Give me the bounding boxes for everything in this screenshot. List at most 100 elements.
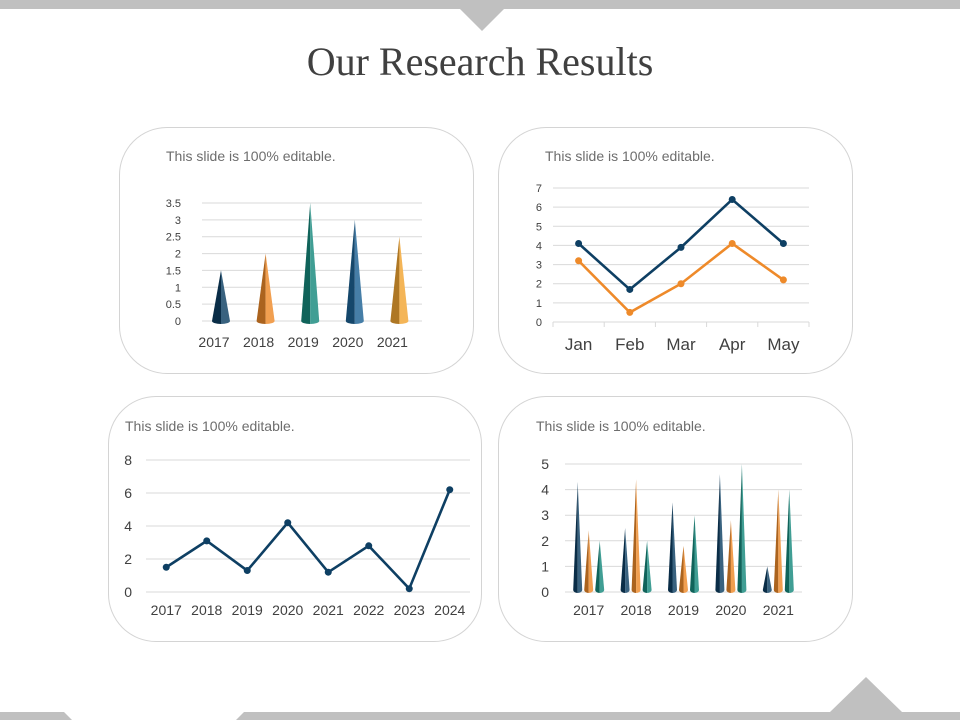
cone-bar: [256, 253, 275, 324]
y-tick-label: 4: [541, 482, 549, 498]
y-tick-label: 0: [124, 584, 132, 600]
x-tick-label: May: [767, 335, 800, 354]
line-chart-yearly: 0 2 4 6 8 2017 2018 2019 2020 2021 2022 2023 2024: [124, 452, 470, 618]
panel-note-4: This slide is 100% editable.: [536, 418, 706, 434]
data-point: [405, 585, 413, 593]
decorative-top-bar: [0, 0, 960, 31]
x-tick-label: 2019: [288, 334, 319, 350]
data-point: [728, 240, 736, 248]
cone-bar: [212, 270, 230, 324]
cone-bar: [573, 481, 583, 593]
x-tick-label: 2017: [198, 334, 229, 350]
data-point: [677, 243, 685, 251]
y-tick-label: 8: [124, 452, 132, 468]
chart-panel-1: [119, 127, 474, 374]
x-tick-label: 2021: [763, 602, 794, 618]
y-tick-label: 2.5: [166, 232, 181, 244]
data-point: [779, 276, 787, 284]
y-tick-label: 6: [124, 485, 132, 501]
panel-note-3: This slide is 100% editable.: [125, 418, 295, 434]
data-point: [284, 519, 292, 527]
y-tick-label: 3.5: [166, 198, 181, 210]
cone-bar: [620, 528, 630, 593]
x-tick-label: 2020: [332, 334, 363, 350]
line-chart-monthly: 0 1 2 3 4 5 6 7 Jan Feb Mar Apr May: [536, 183, 810, 354]
page-title: Our Research Results: [306, 39, 654, 84]
y-tick-label: 2: [124, 551, 132, 567]
x-tick-label: Mar: [666, 335, 696, 354]
y-tick-label: 3: [175, 215, 181, 227]
data-point: [203, 537, 211, 545]
cone-bar: [737, 464, 747, 593]
x-tick-label: 2018: [191, 602, 222, 618]
y-tick-label: 4: [124, 518, 132, 534]
chart-panel-4: [498, 396, 853, 642]
y-tick-label: 7: [536, 183, 542, 195]
x-tick-label: 2017: [573, 602, 604, 618]
y-tick-label: 1.5: [166, 265, 181, 277]
chart-panel-3: [108, 396, 482, 642]
x-tick-label: Apr: [719, 335, 746, 354]
y-tick-label: 0: [541, 584, 549, 600]
panel-note-1: This slide is 100% editable.: [166, 148, 336, 164]
data-point: [779, 240, 787, 248]
data-point: [575, 240, 583, 248]
data-point: [626, 308, 634, 316]
x-tick-label: 2019: [232, 602, 263, 618]
cone-bar: [345, 219, 364, 324]
x-tick-label: 2022: [353, 602, 384, 618]
y-tick-label: 2: [536, 279, 542, 291]
x-tick-label: 2018: [243, 334, 274, 350]
data-point: [446, 486, 454, 494]
series-line: [165, 489, 451, 592]
panel-note-2: This slide is 100% editable.: [545, 148, 715, 164]
data-point: [324, 568, 332, 576]
decorative-bottom-bar: [0, 677, 960, 720]
y-tick-label: 1: [541, 558, 549, 574]
cone-bar: [642, 540, 652, 593]
y-tick-label: 3: [541, 507, 549, 523]
x-tick-label: 2020: [272, 602, 303, 618]
y-tick-label: 1: [175, 282, 181, 294]
y-tick-label: 0: [175, 316, 181, 328]
x-tick-label: Feb: [615, 335, 644, 354]
cone-bar: [715, 474, 725, 593]
y-tick-label: 5: [536, 221, 542, 233]
x-tick-label: 2019: [668, 602, 699, 618]
data-point: [728, 195, 736, 203]
cone-bar: [301, 203, 320, 324]
cone-bar: [784, 489, 794, 593]
cone-bar: [679, 545, 688, 593]
y-tick-label: 6: [536, 202, 542, 214]
cone-bar: [390, 236, 409, 324]
y-tick-label: 0.5: [166, 299, 181, 311]
x-tick-label: Jan: [565, 335, 592, 354]
cone-bar-chart-1: 0 0.5 1 1.5 2 2.5 3 3.5 2017 2018 2019 2020 2021: [166, 198, 422, 350]
x-tick-label: 2021: [377, 334, 408, 350]
y-tick-label: 4: [536, 240, 542, 252]
data-point: [365, 542, 373, 550]
data-point: [626, 285, 634, 293]
data-point: [677, 280, 685, 288]
cone-bar: [726, 520, 736, 593]
x-tick-label: 2018: [621, 602, 652, 618]
cone-bar: [762, 566, 772, 593]
cone-bar: [584, 530, 594, 593]
series-line: [577, 241, 785, 315]
x-tick-label: 2020: [715, 602, 746, 618]
x-tick-label: 2023: [394, 602, 425, 618]
cone-bar: [631, 479, 641, 593]
y-tick-label: 1: [536, 298, 542, 310]
y-tick-label: 0: [536, 317, 542, 329]
x-tick-label: 2017: [151, 602, 182, 618]
y-tick-label: 2: [541, 533, 549, 549]
cone-bar: [690, 515, 699, 593]
data-point: [243, 567, 251, 575]
cone-bar: [773, 489, 783, 593]
cone-bar-chart-clustered: 0 1 2 3 4 5 2017 2018 2019 2020 2021: [541, 456, 802, 618]
y-tick-label: 3: [536, 260, 542, 272]
cone-bar: [668, 502, 677, 593]
data-point: [575, 257, 583, 265]
y-tick-label: 2: [175, 249, 181, 261]
cone-bar: [595, 540, 605, 593]
